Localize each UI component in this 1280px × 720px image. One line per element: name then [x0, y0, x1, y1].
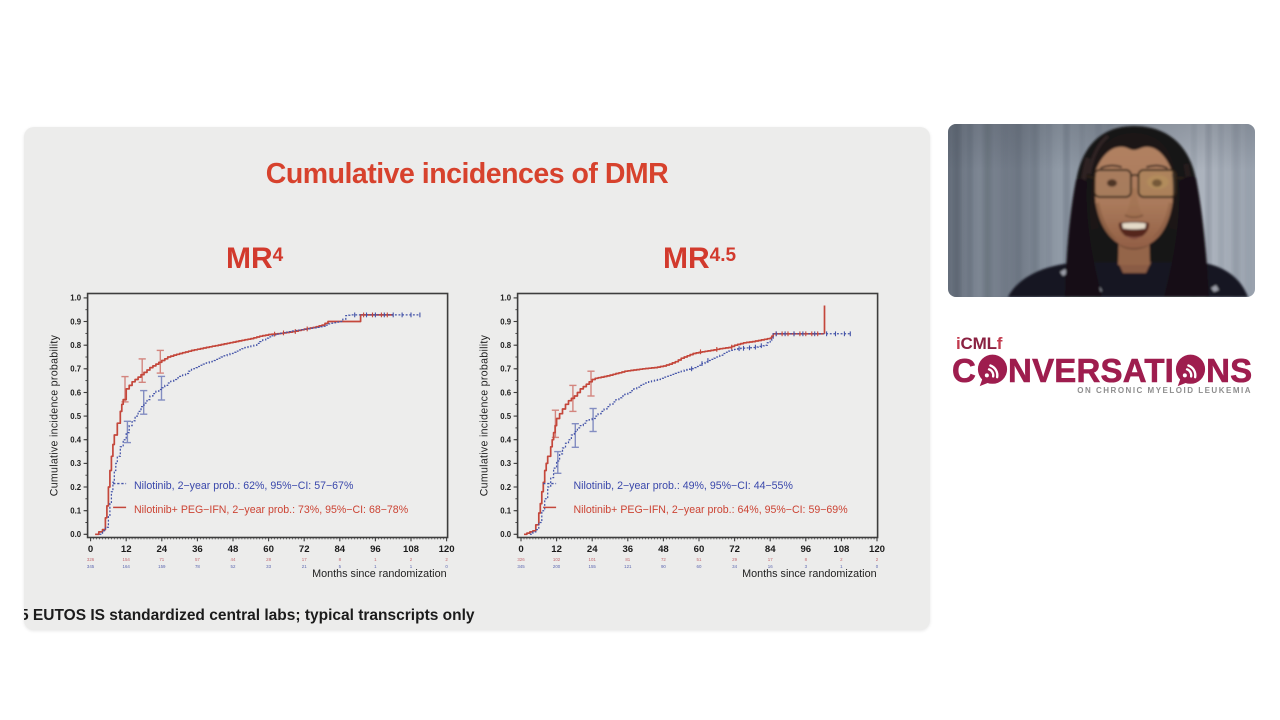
svg-text:2: 2: [445, 557, 448, 562]
svg-text:72: 72: [729, 544, 740, 555]
svg-text:164: 164: [123, 564, 131, 569]
svg-text:44: 44: [231, 557, 236, 562]
svg-text:72: 72: [299, 544, 310, 555]
svg-text:2: 2: [876, 557, 879, 562]
svg-text:17: 17: [302, 557, 307, 562]
svg-text:1: 1: [374, 557, 377, 562]
svg-text:200: 200: [553, 564, 561, 569]
svg-text:108: 108: [833, 544, 850, 555]
svg-text:0.2: 0.2: [70, 483, 82, 492]
svg-text:0: 0: [876, 564, 879, 569]
svg-text:28: 28: [266, 557, 271, 562]
svg-text:0.5: 0.5: [500, 412, 512, 421]
svg-text:159: 159: [158, 564, 166, 569]
svg-text:0: 0: [88, 544, 93, 555]
svg-text:155: 155: [589, 564, 597, 569]
svg-text:16: 16: [768, 564, 773, 569]
svg-text:326: 326: [517, 557, 525, 562]
svg-text:29: 29: [732, 557, 737, 562]
svg-text:0.1: 0.1: [500, 507, 512, 516]
svg-text:96: 96: [800, 544, 811, 555]
svg-text:0.7: 0.7: [500, 365, 511, 374]
svg-text:Cumulative incidence probabili: Cumulative incidence probability: [49, 334, 61, 496]
svg-text:96: 96: [370, 544, 381, 555]
svg-text:12: 12: [551, 544, 562, 555]
svg-text:33: 33: [266, 564, 271, 569]
svg-text:2: 2: [410, 557, 413, 562]
svg-text:78: 78: [195, 564, 200, 569]
svg-text:Months since randomization: Months since randomization: [312, 568, 446, 580]
svg-text:120: 120: [439, 544, 455, 555]
svg-text:102: 102: [553, 557, 561, 562]
svg-text:52: 52: [231, 564, 236, 569]
svg-text:72: 72: [661, 557, 666, 562]
svg-text:Nilotinib, 2−year prob.: 49%,: Nilotinib, 2−year prob.: 49%, 95%−CI: 44…: [574, 480, 794, 492]
svg-text:2: 2: [840, 557, 843, 562]
svg-text:0.4: 0.4: [500, 436, 512, 445]
svg-text:0: 0: [445, 564, 448, 569]
svg-text:60: 60: [263, 544, 274, 555]
svg-text:154: 154: [123, 557, 131, 562]
svg-text:1.0: 1.0: [500, 294, 512, 303]
svg-text:84: 84: [765, 544, 776, 555]
svg-text:345: 345: [517, 564, 525, 569]
svg-text:60: 60: [697, 564, 702, 569]
svg-text:345: 345: [87, 564, 95, 569]
svg-text:21: 21: [302, 564, 307, 569]
svg-text:0.7: 0.7: [70, 365, 81, 374]
svg-text:1: 1: [840, 564, 843, 569]
svg-text:0.5: 0.5: [70, 412, 82, 421]
svg-text:101: 101: [589, 557, 597, 562]
svg-text:1.0: 1.0: [70, 294, 82, 303]
svg-text:48: 48: [228, 544, 239, 555]
svg-text:0.3: 0.3: [70, 459, 82, 468]
svg-text:326: 326: [87, 557, 95, 562]
svg-text:0.8: 0.8: [500, 341, 512, 350]
svg-text:57: 57: [195, 557, 200, 562]
svg-text:34: 34: [732, 564, 737, 569]
svg-text:Months since randomization: Months since randomization: [742, 568, 876, 580]
svg-text:1: 1: [374, 564, 377, 569]
svg-text:Nilotinib+ PEG−IFN, 2−year pro: Nilotinib+ PEG−IFN, 2−year prob.: 64%, 9…: [574, 504, 849, 516]
svg-text:0.6: 0.6: [500, 388, 512, 397]
svg-text:0.8: 0.8: [70, 341, 82, 350]
svg-text:Cumulative incidence probabili: Cumulative incidence probability: [479, 334, 491, 496]
svg-text:24: 24: [587, 544, 598, 555]
svg-text:0.9: 0.9: [70, 317, 82, 326]
svg-text:51: 51: [697, 557, 702, 562]
svg-text:71: 71: [159, 557, 164, 562]
svg-text:24: 24: [156, 544, 167, 555]
svg-text:0.1: 0.1: [70, 507, 82, 516]
svg-text:60: 60: [694, 544, 705, 555]
svg-text:3: 3: [805, 564, 808, 569]
svg-text:36: 36: [622, 544, 633, 555]
svg-text:121: 121: [624, 564, 632, 569]
svg-text:90: 90: [661, 564, 666, 569]
svg-text:5: 5: [339, 564, 342, 569]
svg-text:84: 84: [334, 544, 345, 555]
svg-text:0.2: 0.2: [500, 483, 512, 492]
svg-text:1: 1: [410, 564, 413, 569]
svg-text:Nilotinib, 2−year prob.: 62%,: Nilotinib, 2−year prob.: 62%, 95%−CI: 57…: [134, 480, 354, 492]
svg-text:17: 17: [768, 557, 773, 562]
svg-text:48: 48: [658, 544, 669, 555]
svg-text:0.6: 0.6: [70, 388, 82, 397]
svg-text:36: 36: [192, 544, 203, 555]
svg-text:108: 108: [403, 544, 420, 555]
svg-text:Nilotinib+ PEG−IFN, 2−year pro: Nilotinib+ PEG−IFN, 2−year prob.: 73%, 9…: [134, 504, 409, 516]
svg-text:120: 120: [869, 544, 885, 555]
svg-text:0.3: 0.3: [500, 459, 512, 468]
svg-text:0.4: 0.4: [70, 436, 82, 445]
svg-text:0.0: 0.0: [500, 530, 512, 539]
svg-text:0.9: 0.9: [500, 317, 512, 326]
svg-text:8: 8: [805, 557, 808, 562]
svg-text:81: 81: [625, 557, 630, 562]
svg-text:12: 12: [121, 544, 132, 555]
svg-text:8: 8: [339, 557, 342, 562]
svg-text:0.0: 0.0: [70, 530, 82, 539]
svg-text:0: 0: [518, 544, 523, 555]
